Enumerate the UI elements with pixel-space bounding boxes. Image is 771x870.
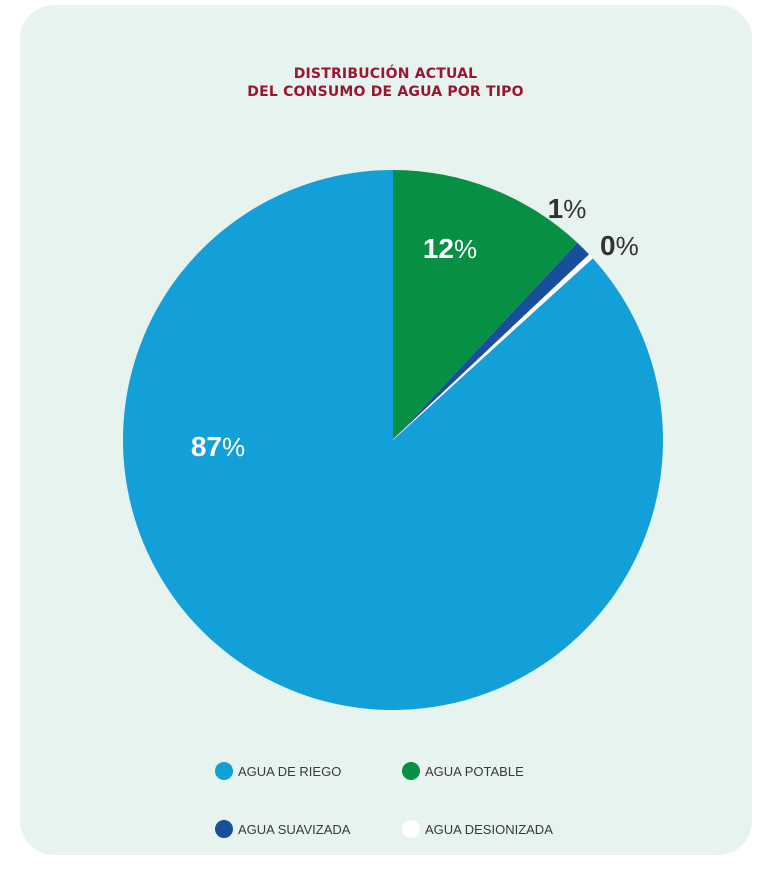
legend-swatch-agua-desionizada <box>402 820 420 838</box>
pie-label-agua-de-riego: 87% <box>191 431 245 462</box>
pie-label-agua-potable: 12% <box>423 233 477 264</box>
pie-slice-agua-potable <box>393 170 578 440</box>
legend-swatch-agua-potable <box>402 762 420 780</box>
pie-labels: 12% 1% 0% 87% <box>191 193 639 462</box>
chart-title: DISTRIBUCIÓN ACTUAL DEL CONSUMO DE AGUA … <box>0 65 771 101</box>
pie-slice-agua-desionizada <box>392 253 594 441</box>
pie-label-agua-desionizada: 0% <box>600 230 639 261</box>
legend: AGUA DE RIEGO AGUA POTABLE AGUA SUAVIZADA A… <box>215 762 553 838</box>
pie-label-agua-suavizada: 1% <box>548 193 587 224</box>
legend-label-agua-potable: AGUA POTABLE <box>425 764 524 779</box>
legend-label-agua-suavizada: AGUA SUAVIZADA <box>238 822 351 837</box>
legend-label-agua-de-riego: AGUA DE RIEGO <box>238 764 341 779</box>
chart-title-line-2: DEL CONSUMO DE AGUA POR TIPO <box>247 84 524 100</box>
legend-swatch-agua-suavizada <box>215 820 233 838</box>
chart-title-line-1: DISTRIBUCIÓN ACTUAL <box>293 66 478 82</box>
legend-swatch-agua-de-riego <box>215 762 233 780</box>
pie-slice-agua-suavizada <box>393 242 590 440</box>
pie-slice-agua-de-riego <box>122 170 663 710</box>
pie-slices <box>122 170 663 710</box>
legend-label-agua-desionizada: AGUA DESIONIZADA <box>425 822 553 837</box>
